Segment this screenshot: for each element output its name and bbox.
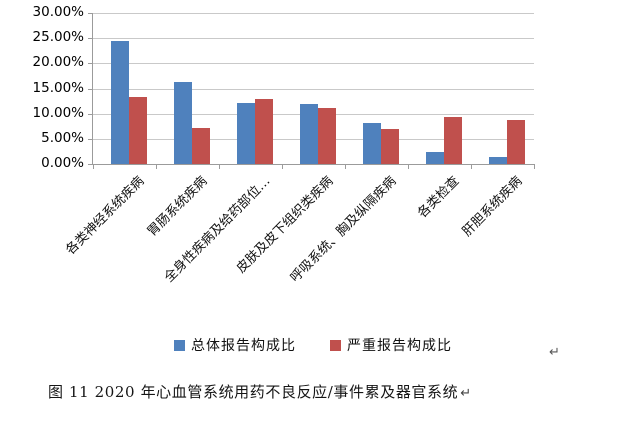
y-axis-tick — [88, 138, 93, 140]
y-axis-tick — [88, 88, 93, 90]
x-axis-tick — [534, 164, 535, 169]
bar-serious — [380, 128, 399, 164]
x-axis-tick — [471, 164, 472, 169]
x-axis-tick — [156, 164, 157, 169]
x-axis-tick — [345, 164, 346, 169]
y-axis-tick — [88, 13, 93, 14]
bar-overall — [173, 81, 192, 164]
y-tick-label: 25.00% — [32, 29, 84, 46]
y-tick-label: 10.00% — [32, 104, 84, 121]
y-axis-tick — [88, 63, 93, 65]
bar-overall — [236, 102, 255, 164]
y-axis-tick — [88, 164, 93, 165]
gridline — [93, 13, 534, 14]
bar-serious — [254, 98, 273, 164]
x-axis-tick — [93, 164, 94, 169]
legend-swatch — [330, 339, 341, 351]
caption-paragraph-mark-icon: ↵ — [460, 386, 472, 401]
y-tick-label: 20.00% — [32, 54, 84, 71]
bar-overall — [425, 152, 444, 164]
y-tick-label: 5.00% — [41, 129, 84, 146]
plot-area — [88, 13, 535, 169]
bar-serious — [191, 128, 210, 164]
gridline — [93, 63, 534, 65]
x-axis-tick — [282, 164, 283, 169]
y-tick-label: 30.00% — [32, 4, 84, 20]
legend: 总体报告构成比 严重报告构成比 — [0, 335, 626, 355]
y-axis-tick — [88, 38, 93, 40]
figure-caption: 图 11 2020 年心血管系统用药不良反应/事件累及器官系统 ↵ — [48, 381, 472, 402]
paragraph-mark-icon: ↵ — [549, 345, 560, 360]
legend-label: 总体报告构成比 — [191, 338, 296, 354]
bar-overall — [299, 104, 318, 164]
bar-serious — [128, 97, 147, 164]
caption-text: 图 11 2020 年心血管系统用药不良反应/事件累及器官系统 — [48, 383, 459, 401]
y-tick-label: 0.00% — [41, 155, 84, 171]
bar-serious — [443, 117, 462, 164]
bar-serious — [317, 108, 336, 164]
bar-serious — [506, 120, 525, 164]
bar-overall — [362, 122, 381, 164]
legend-item: 严重报告构成比 — [330, 335, 452, 355]
legend-label: 严重报告构成比 — [347, 338, 452, 354]
y-axis-tick — [88, 113, 93, 115]
x-axis-tick — [219, 164, 220, 169]
bar-overall — [110, 41, 129, 164]
bar-overall — [488, 156, 507, 164]
gridline — [93, 88, 534, 90]
legend-item: 总体报告构成比 — [174, 335, 296, 355]
legend-swatch — [174, 339, 185, 351]
y-tick-label: 15.00% — [32, 79, 84, 96]
gridline — [93, 38, 534, 40]
x-axis-tick — [408, 164, 409, 169]
